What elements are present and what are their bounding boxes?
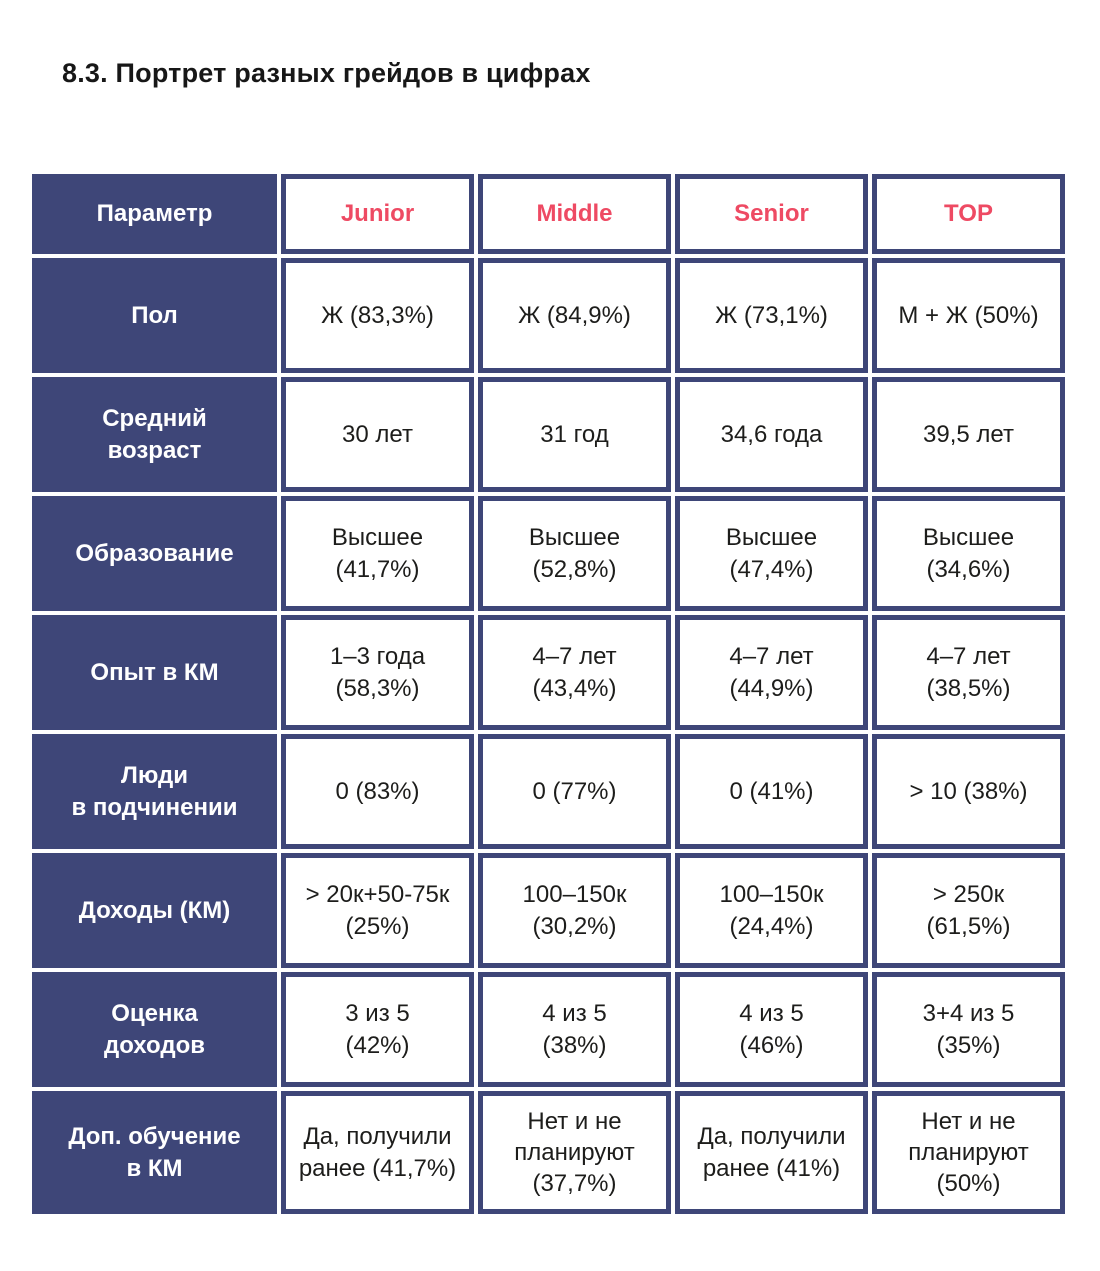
cell-education-junior: Высшее (41,7%) — [281, 496, 474, 611]
cell-income-rating-top: 3+4 из 5 (35%) — [872, 972, 1065, 1087]
grades-comparison-table: Параметр Junior Middle Senior TOP Пол Ж … — [28, 170, 1069, 1218]
page-title: 8.3. Портрет разных грейдов в цифрах — [62, 58, 591, 88]
cell-gender-top: М + Ж (50%) — [872, 258, 1065, 373]
row-label-extra-training: Доп. обучение в КМ — [32, 1091, 277, 1214]
cell-gender-middle: Ж (84,9%) — [478, 258, 671, 373]
cell-age-middle: 31 год — [478, 377, 671, 492]
row-label-subordinates: Люди в подчинении — [32, 734, 277, 849]
row-label-experience: Опыт в КМ — [32, 615, 277, 730]
cell-age-junior: 30 лет — [281, 377, 474, 492]
cell-education-middle: Высшее (52,8%) — [478, 496, 671, 611]
cell-gender-junior: Ж (83,3%) — [281, 258, 474, 373]
table-row-extra-training: Доп. обучение в КМ Да, получили ранее (4… — [32, 1091, 1065, 1214]
cell-income-middle: 100–150к (30,2%) — [478, 853, 671, 968]
table-row-gender: Пол Ж (83,3%) Ж (84,9%) Ж (73,1%) М + Ж … — [32, 258, 1065, 373]
table-row-income-rating: Оценка доходов 3 из 5 (42%) 4 из 5 (38%)… — [32, 972, 1065, 1087]
cell-age-senior: 34,6 года — [675, 377, 868, 492]
cell-income-junior: > 20к+50-75к (25%) — [281, 853, 474, 968]
cell-income-senior: 100–150к (24,4%) — [675, 853, 868, 968]
cell-subordinates-top: > 10 (38%) — [872, 734, 1065, 849]
table-row-average-age: Средний возраст 30 лет 31 год 34,6 года … — [32, 377, 1065, 492]
table-header-row: Параметр Junior Middle Senior TOP — [32, 174, 1065, 254]
cell-extra-training-top: Нет и не планируют (50%) — [872, 1091, 1065, 1214]
cell-education-top: Высшее (34,6%) — [872, 496, 1065, 611]
cell-subordinates-middle: 0 (77%) — [478, 734, 671, 849]
table-row-education: Образование Высшее (41,7%) Высшее (52,8%… — [32, 496, 1065, 611]
cell-gender-senior: Ж (73,1%) — [675, 258, 868, 373]
column-header-senior: Senior — [675, 174, 868, 254]
row-label-education: Образование — [32, 496, 277, 611]
cell-experience-senior: 4–7 лет (44,9%) — [675, 615, 868, 730]
column-header-junior: Junior — [281, 174, 474, 254]
cell-extra-training-middle: Нет и не планируют (37,7%) — [478, 1091, 671, 1214]
cell-extra-training-senior: Да, получили ранее (41%) — [675, 1091, 868, 1214]
cell-age-top: 39,5 лет — [872, 377, 1065, 492]
cell-subordinates-junior: 0 (83%) — [281, 734, 474, 849]
cell-subordinates-senior: 0 (41%) — [675, 734, 868, 849]
cell-income-rating-senior: 4 из 5 (46%) — [675, 972, 868, 1087]
table-row-income: Доходы (КМ) > 20к+50-75к (25%) 100–150к … — [32, 853, 1065, 968]
cell-income-top: > 250к (61,5%) — [872, 853, 1065, 968]
column-header-top: TOP — [872, 174, 1065, 254]
cell-income-rating-middle: 4 из 5 (38%) — [478, 972, 671, 1087]
cell-experience-junior: 1–3 года (58,3%) — [281, 615, 474, 730]
row-label-average-age: Средний возраст — [32, 377, 277, 492]
cell-education-senior: Высшее (47,4%) — [675, 496, 868, 611]
cell-extra-training-junior: Да, получили ранее (41,7%) — [281, 1091, 474, 1214]
table-row-experience: Опыт в КМ 1–3 года (58,3%) 4–7 лет (43,4… — [32, 615, 1065, 730]
cell-experience-middle: 4–7 лет (43,4%) — [478, 615, 671, 730]
cell-experience-top: 4–7 лет (38,5%) — [872, 615, 1065, 730]
cell-income-rating-junior: 3 из 5 (42%) — [281, 972, 474, 1087]
column-header-parameter: Параметр — [32, 174, 277, 254]
table-row-subordinates: Люди в подчинении 0 (83%) 0 (77%) 0 (41%… — [32, 734, 1065, 849]
row-label-income: Доходы (КМ) — [32, 853, 277, 968]
row-label-gender: Пол — [32, 258, 277, 373]
row-label-income-rating: Оценка доходов — [32, 972, 277, 1087]
column-header-middle: Middle — [478, 174, 671, 254]
